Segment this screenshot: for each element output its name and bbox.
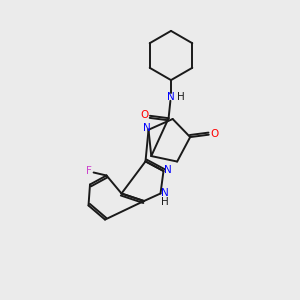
- Text: N: N: [167, 92, 175, 102]
- Text: N: N: [143, 123, 151, 133]
- Text: O: O: [210, 129, 219, 139]
- Text: O: O: [140, 110, 148, 120]
- Text: F: F: [85, 166, 91, 176]
- Text: N: N: [161, 188, 169, 199]
- Text: H: H: [177, 92, 184, 102]
- Text: H: H: [161, 197, 169, 207]
- Text: N: N: [164, 165, 172, 176]
